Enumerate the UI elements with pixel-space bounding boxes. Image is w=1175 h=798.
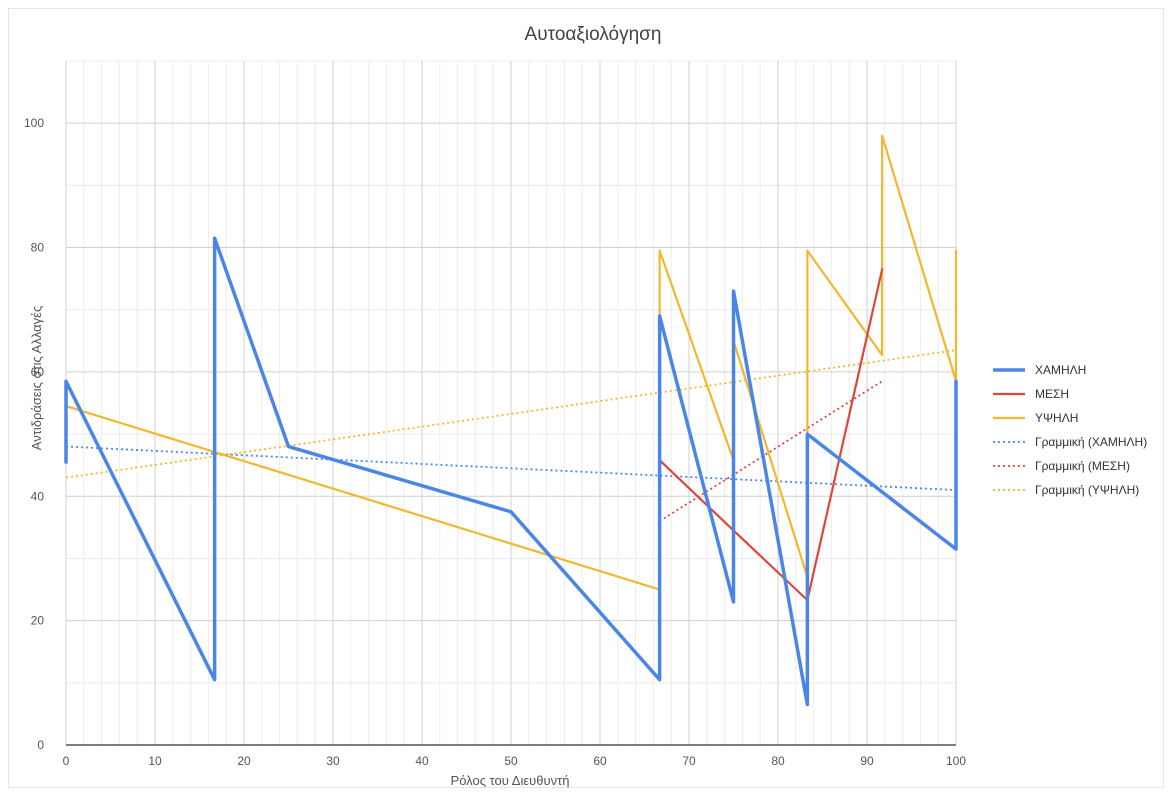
- x-axis-label: Ρόλος του Διευθυντή: [451, 773, 570, 788]
- x-tick-label: 40: [415, 754, 429, 768]
- legend-label: ΧΑΜΗΛΗ: [1035, 363, 1086, 377]
- legend-label: ΥΨΗΛΗ: [1035, 411, 1078, 425]
- legend-label: ΜΕΣΗ: [1035, 387, 1069, 401]
- y-tick-label: 40: [31, 489, 45, 503]
- x-tick-label: 80: [771, 754, 785, 768]
- chart-title: Αυτοαξιολόγηση: [525, 24, 662, 45]
- x-tick-label: 10: [148, 754, 162, 768]
- x-tick-label: 0: [63, 754, 70, 768]
- x-axis-ticks: 0 10 20 30 40 50 60 70 80 90 100: [63, 754, 967, 768]
- x-tick-label: 20: [237, 754, 251, 768]
- minor-grid: [66, 60, 956, 745]
- legend-label: Γραμμική (ΜΕΣΗ): [1035, 459, 1130, 473]
- y-tick-label: 20: [31, 614, 45, 628]
- x-tick-label: 50: [504, 754, 518, 768]
- chart-frame: Αυτοαξιολόγηση 0 10 20 30 40 50 60 70 80 90 100 0 2…: [8, 8, 1164, 788]
- y-tick-label: 0: [37, 738, 44, 752]
- chart-svg: Αυτοαξιολόγηση 0 10 20 30 40 50 60 70 80 90 100 0 2…: [24, 24, 1147, 788]
- y-tick-label: 60: [31, 365, 45, 379]
- legend-label: Γραμμική (ΥΨΗΛΗ): [1035, 483, 1139, 497]
- series-line-2: [658, 268, 884, 602]
- y-axis-ticks: 0 20 40 60 80 100: [24, 116, 44, 752]
- series-group: [64, 134, 958, 707]
- series-line-4: [65, 445, 957, 491]
- y-axis-label: Αντιδράσεις στις Αλλαγές: [29, 306, 44, 450]
- x-tick-label: 60: [593, 754, 607, 768]
- x-tick-label: 100: [946, 754, 966, 768]
- legend: ΧΑΜΗΛΗ ΜΕΣΗ ΥΨΗΛΗ Γραμμική (ΧΑΜΗΛΗ) Γραμμική…: [993, 363, 1147, 497]
- major-grid: [65, 61, 957, 746]
- x-tick-label: 70: [682, 754, 696, 768]
- y-tick-label: 80: [31, 241, 45, 255]
- series-line-1: [64, 236, 958, 707]
- x-tick-label: 90: [860, 754, 874, 768]
- y-tick-label: 100: [24, 116, 44, 130]
- series-line-5: [659, 380, 883, 522]
- legend-label: Γραμμική (ΧΑΜΗΛΗ): [1035, 435, 1147, 449]
- x-tick-label: 30: [326, 754, 340, 768]
